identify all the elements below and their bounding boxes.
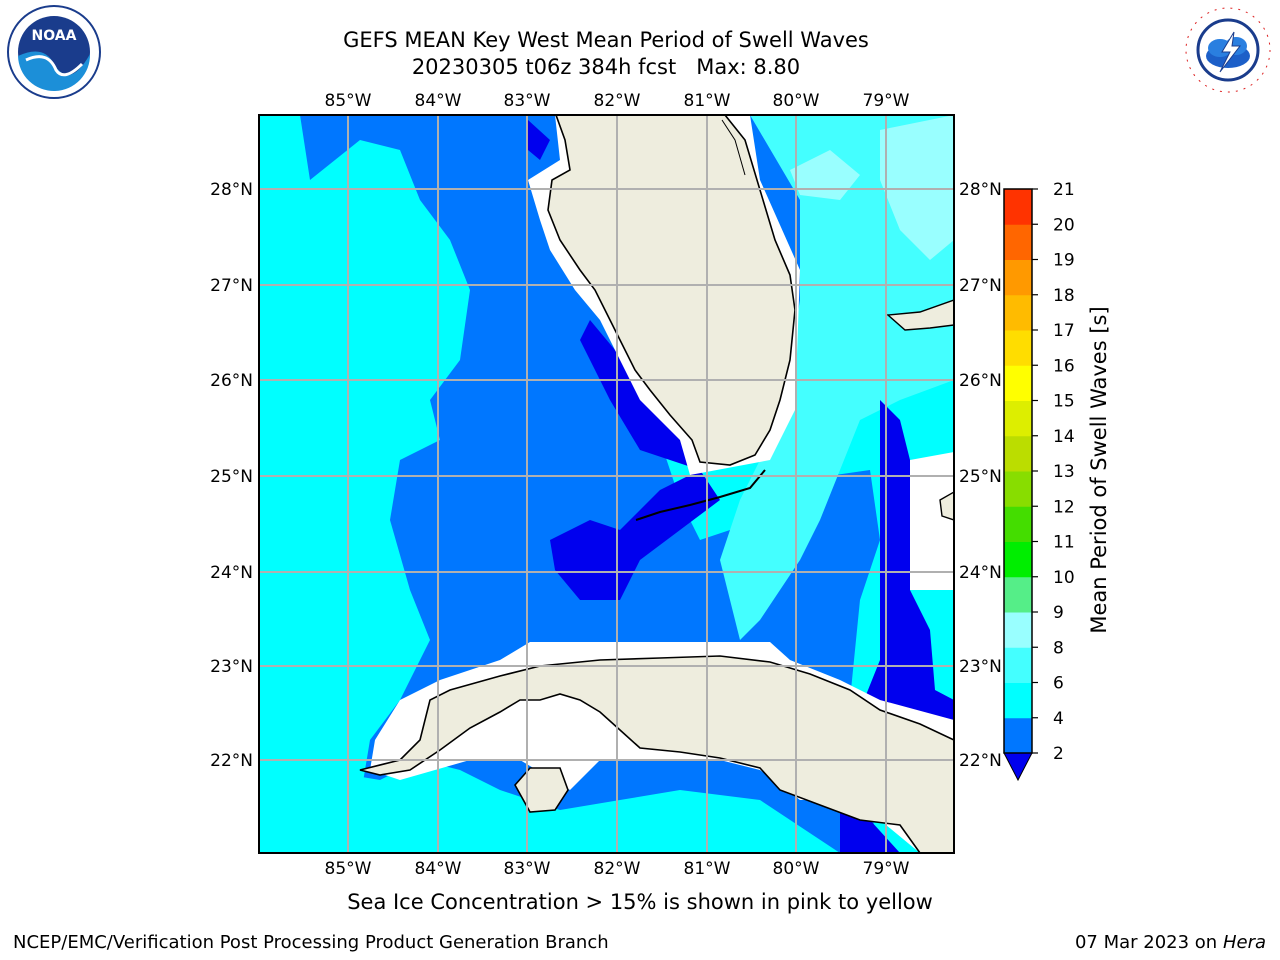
colorbar-segment xyxy=(1004,612,1032,648)
colorbar-segment xyxy=(1004,682,1032,719)
colorbar-tick-label: 11 xyxy=(1053,533,1075,553)
land-florida xyxy=(547,115,796,466)
lon-label-top: 81°W xyxy=(684,91,731,111)
colorbar-segment xyxy=(1004,576,1032,613)
lat-label-right: 26°N xyxy=(959,371,1002,391)
colorbar-segment xyxy=(1004,294,1032,331)
lat-label-right: 23°N xyxy=(959,657,1002,677)
colorbar-tick-label: 18 xyxy=(1053,286,1075,306)
lon-label-top: 83°W xyxy=(504,91,551,111)
colorbar-extend-triangle xyxy=(1003,752,1033,782)
lat-label-left: 24°N xyxy=(210,563,253,583)
lon-label-bottom: 79°W xyxy=(863,859,910,879)
lon-label-top: 80°W xyxy=(773,91,820,111)
lat-label-right: 25°N xyxy=(959,467,1002,487)
colorbar-tick-label: 21 xyxy=(1053,180,1075,200)
noaa-logo-icon: NOAA xyxy=(7,5,101,99)
colorbar-segment xyxy=(1004,471,1032,507)
field-6-8-east xyxy=(720,115,954,640)
colorbar-tick-label: 20 xyxy=(1053,215,1075,235)
colorbar-tick-label: 17 xyxy=(1053,321,1075,341)
lon-label-top: 84°W xyxy=(415,91,462,111)
lon-label-top: 85°W xyxy=(325,91,372,111)
colorbar-segment xyxy=(1004,506,1032,542)
field-8-9-b xyxy=(790,150,860,200)
field-lt2-east xyxy=(860,400,954,720)
field-lt2-north xyxy=(528,120,550,160)
lon-label-bottom: 80°W xyxy=(773,859,820,879)
coast-florida-keys xyxy=(635,469,766,521)
field-8-9 xyxy=(880,115,954,260)
colorbar-tick-label: 15 xyxy=(1053,392,1075,412)
map-title: GEFS MEAN Key West Mean Period of Swell … xyxy=(343,28,869,52)
lat-label-left: 23°N xyxy=(210,657,253,677)
colorbar-segment xyxy=(1004,330,1032,366)
field-lt2-straits xyxy=(550,470,720,600)
lat-label-left: 26°N xyxy=(210,371,253,391)
lon-label-bottom: 85°W xyxy=(325,859,372,879)
lon-label-bottom: 81°W xyxy=(684,859,731,879)
lat-label-right: 27°N xyxy=(959,276,1002,296)
colorbar-segment xyxy=(1004,541,1032,578)
footer-date-text: 07 Mar 2023 on xyxy=(1074,932,1218,953)
colorbar-segment xyxy=(1004,435,1032,472)
colorbar-segment xyxy=(1004,259,1032,296)
colorbar-tick-label: 14 xyxy=(1053,427,1075,447)
colorbar-segment xyxy=(1004,400,1032,437)
colorbar-label: Mean Period of Swell Waves [s] xyxy=(1087,306,1111,633)
lat-label-right: 24°N xyxy=(959,563,1002,583)
colorbar-tick-label: 19 xyxy=(1053,251,1075,271)
colorbar-tick-label: 13 xyxy=(1053,462,1075,482)
map-subtitle: 20230305 t06z 384h fcst Max: 8.80 xyxy=(411,55,801,79)
field-lt2-se xyxy=(840,780,900,853)
colorbar-segment xyxy=(1004,189,1032,225)
swell-period-field xyxy=(259,115,954,853)
lat-label-left: 22°N xyxy=(210,751,253,771)
nws-logo-icon xyxy=(1183,5,1273,95)
map-frame xyxy=(258,114,955,854)
colorbar-segment xyxy=(1004,647,1032,683)
land-bahamas-andros xyxy=(939,491,954,521)
colorbar-tick-label: 8 xyxy=(1053,638,1064,658)
colorbar: 2 4 6 8 9 10 11 12 13 14 15 16 17 18 19 20 21 xyxy=(1003,180,1075,782)
footer-credit: NCEP/EMC/Verification Post Processing Pr… xyxy=(13,932,609,953)
colorbar-tick-label: 4 xyxy=(1053,709,1064,729)
lat-label-left: 28°N xyxy=(210,180,253,200)
colorbar-tick-label: 6 xyxy=(1053,674,1064,694)
footer-date: 07 Mar 2023 on Hera xyxy=(1075,932,1266,953)
lat-label-left: 25°N xyxy=(210,467,253,487)
colorbar-tick-label: 10 xyxy=(1053,568,1075,588)
lon-label-bottom: 83°W xyxy=(504,859,551,879)
nodata-bahamas xyxy=(910,452,954,590)
colorbar-segment xyxy=(1004,365,1032,401)
map-grid xyxy=(259,115,954,853)
land-isla-juventud xyxy=(514,767,569,813)
coast-detail xyxy=(721,119,746,176)
sea-ice-note: Sea Ice Concentration > 15% is shown in … xyxy=(347,890,933,914)
colorbar-tick-label: 12 xyxy=(1053,497,1075,517)
lon-label-top: 82°W xyxy=(594,91,641,111)
lat-label-right: 22°N xyxy=(959,751,1002,771)
lat-label-left: 27°N xyxy=(210,276,253,296)
colorbar-tick-label: 9 xyxy=(1053,603,1064,623)
colorbar-segment xyxy=(1004,224,1032,260)
colorbar-tick-label: 2 xyxy=(1053,744,1064,764)
lon-label-bottom: 84°W xyxy=(415,859,462,879)
field-4-6-west xyxy=(259,115,470,853)
colorbar-segment xyxy=(1004,717,1032,754)
colorbar-tick-label: 16 xyxy=(1053,356,1075,376)
lon-label-bottom: 82°W xyxy=(594,859,641,879)
noaa-logo-text: NOAA xyxy=(32,28,77,44)
lat-label-right: 28°N xyxy=(959,180,1002,200)
land-bahamas-north xyxy=(886,299,954,331)
lon-label-top: 79°W xyxy=(863,91,910,111)
footer-host: Hera xyxy=(1222,932,1266,953)
